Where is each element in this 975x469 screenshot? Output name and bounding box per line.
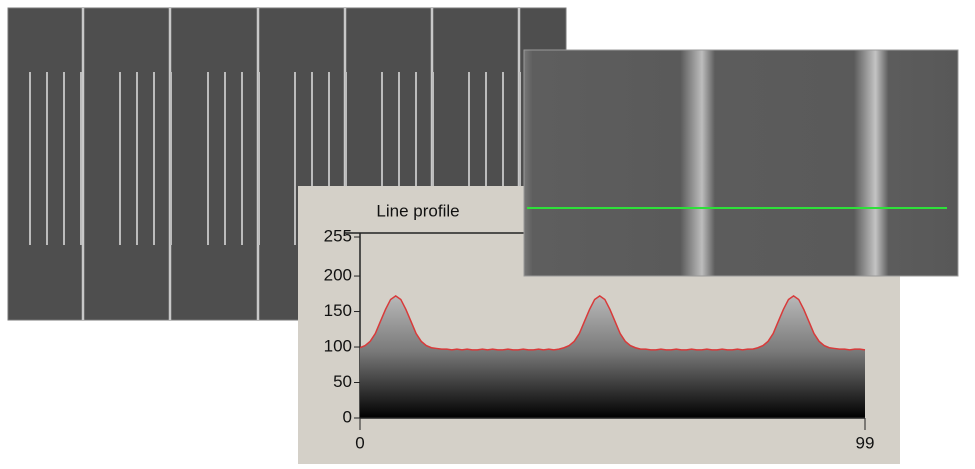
y-tick-label: 100 [324, 337, 352, 356]
y-tick-label: 50 [333, 372, 352, 391]
y-tick-label: 150 [324, 301, 352, 320]
y-tick-label: 0 [343, 407, 352, 426]
x-tick-label: 0 [355, 433, 364, 452]
screenshot: Line profile 0 50 100 150 200 255 0 99 [0, 0, 975, 464]
y-tick-label: 200 [324, 266, 352, 285]
zoom-image [524, 50, 958, 276]
chart-title: Line profile [376, 201, 459, 220]
y-tick-label: 255 [324, 226, 352, 245]
x-tick-label: 99 [856, 433, 875, 452]
